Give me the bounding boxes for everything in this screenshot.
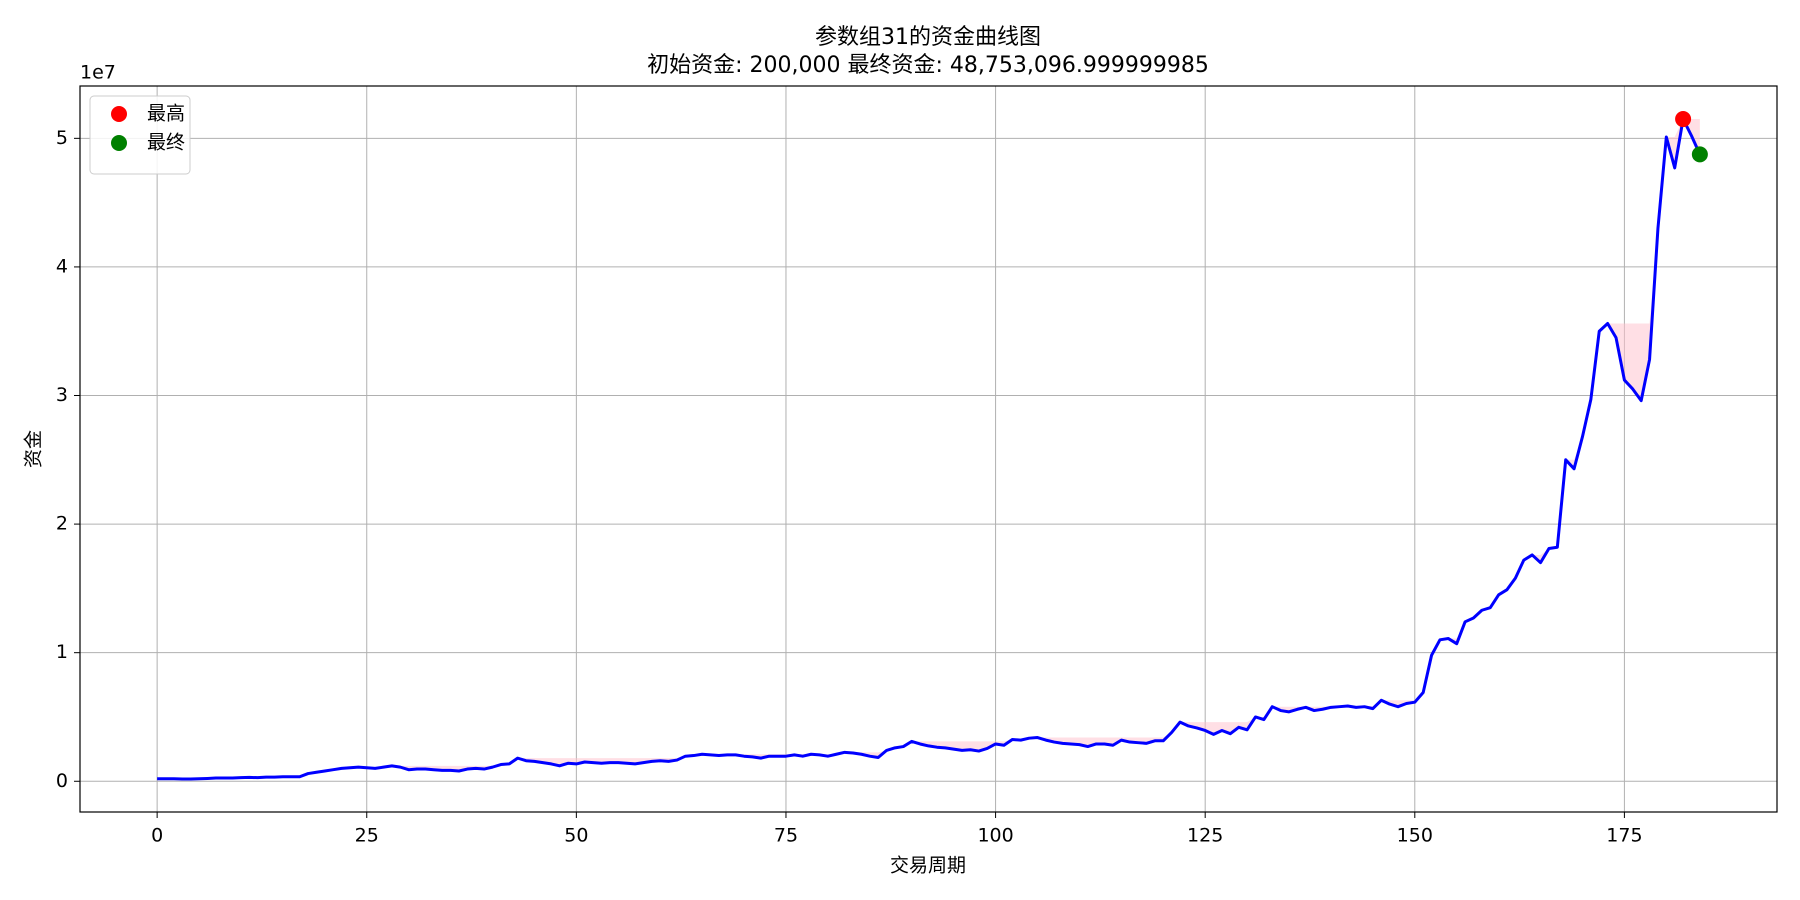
legend-marker: [111, 106, 127, 122]
x-tick-label: 75: [774, 825, 798, 847]
y-tick-label: 5: [56, 127, 68, 149]
equity-line: [157, 117, 1702, 781]
x-tick-label: 150: [1397, 825, 1433, 847]
chart-subtitle: 初始资金: 200,000 最终资金: 48,753,096.999999985: [647, 53, 1209, 78]
marker-point: [1691, 146, 1708, 163]
legend-label: 最高: [147, 103, 185, 125]
marker-point: [1675, 111, 1692, 128]
chart-title: 参数组31的资金曲线图: [815, 25, 1041, 50]
y-tick-label: 1: [56, 641, 68, 663]
x-axis-label: 交易周期: [890, 855, 966, 877]
x-tick-label: 125: [1187, 825, 1223, 847]
drawdown-area: [157, 119, 1700, 779]
y-tick-label: 2: [56, 513, 68, 535]
y-tick-label: 0: [56, 770, 68, 792]
legend-marker: [111, 135, 127, 151]
x-tick-label: 50: [564, 825, 588, 847]
x-tick-label: 175: [1606, 825, 1642, 847]
x-tick-label: 100: [977, 825, 1013, 847]
x-tick-label: 25: [355, 825, 379, 847]
x-tick-label: 0: [151, 825, 163, 847]
legend-label: 最终: [147, 132, 185, 154]
plot-frame: [79, 85, 1778, 813]
y-tick-label: 3: [56, 384, 68, 406]
y-offset-text: 1e7: [80, 62, 116, 84]
y-tick-label: 4: [56, 255, 68, 277]
y-axis-label: 资金: [23, 430, 45, 468]
